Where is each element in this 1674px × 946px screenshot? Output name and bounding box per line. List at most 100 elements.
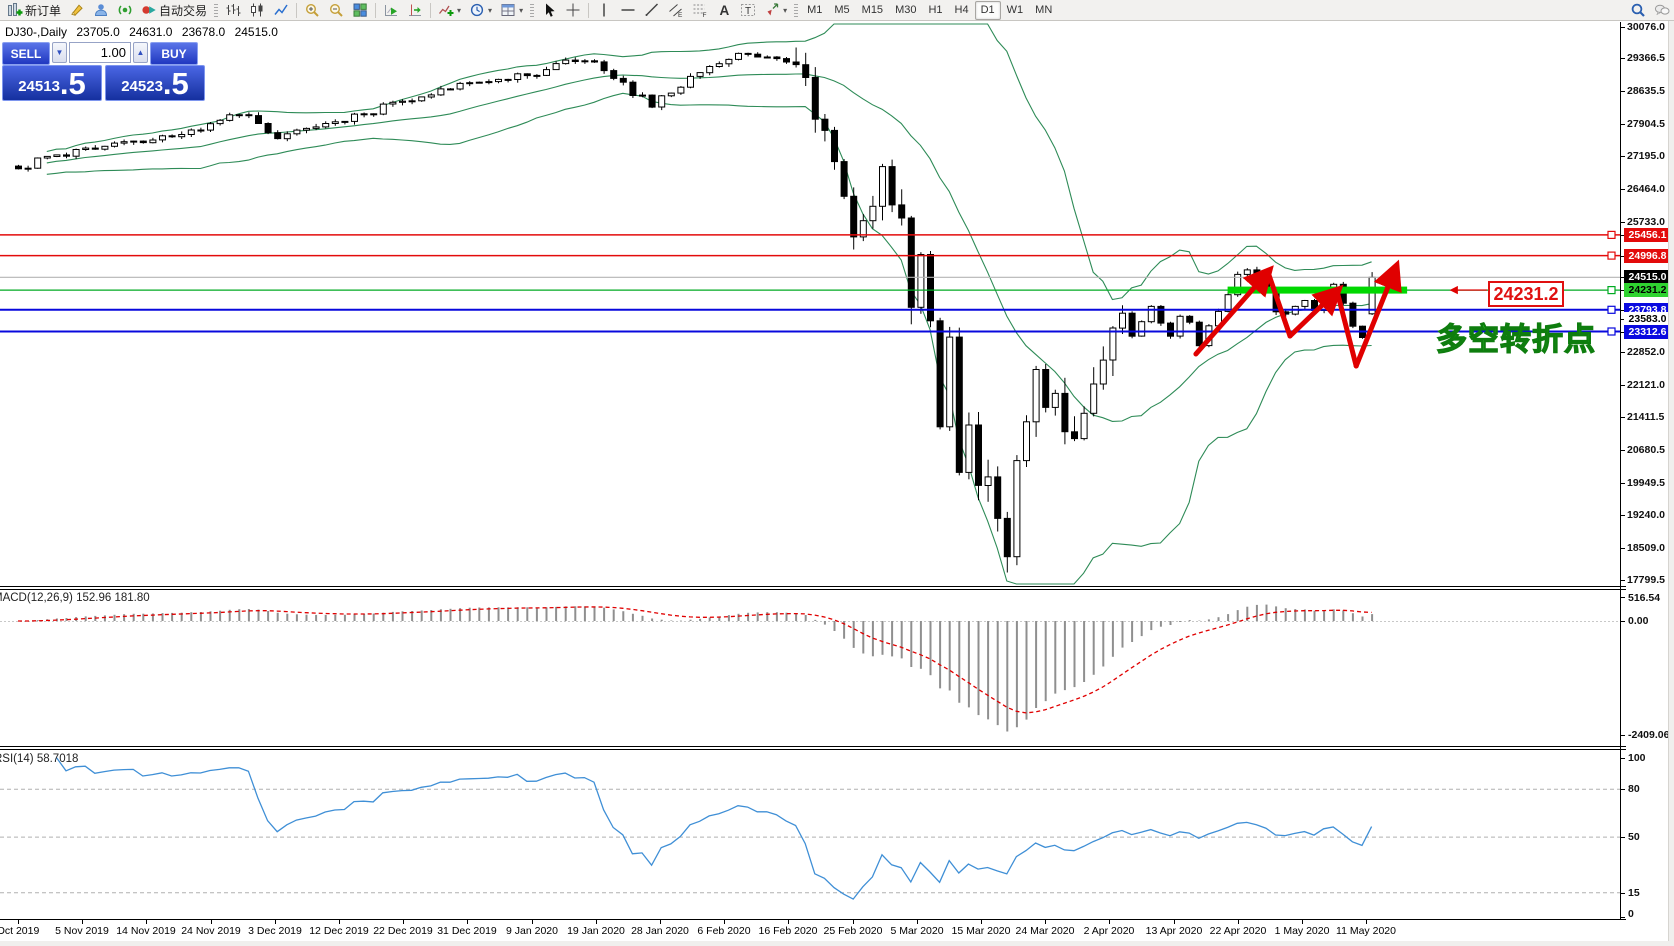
timeframe-m30-button[interactable]: M30 (895, 3, 917, 16)
arrows-button[interactable]: ▾ (760, 1, 791, 20)
price-marker: 24231.2 (1624, 283, 1671, 297)
price-marker: 24515.0 (1624, 270, 1671, 284)
svg-text:F: F (703, 12, 707, 18)
toolbar-separator (430, 2, 432, 18)
volume-input[interactable]: 1.00 (69, 42, 131, 63)
buy-button[interactable]: BUY (150, 42, 198, 65)
bar-chart-icon (226, 4, 241, 16)
crosshair-button[interactable] (561, 1, 585, 20)
trendline-icon (645, 3, 659, 17)
sell-price-main: 24513 (18, 78, 60, 95)
text-label-button[interactable]: T (736, 1, 760, 20)
indicators-button[interactable]: ▾ (434, 1, 465, 20)
volume-decrease-button[interactable]: ▼ (52, 42, 67, 63)
price-tick-label: 21411.5 (1627, 411, 1665, 423)
tile-windows-icon (353, 3, 367, 17)
candlestick-chart-icon (251, 3, 263, 17)
date-tick-label: 24 Nov 2019 (181, 925, 241, 937)
candlestick-chart-button[interactable] (245, 1, 269, 20)
volume-increase-button[interactable]: ▲ (133, 42, 148, 63)
sell-button[interactable]: SELL (2, 42, 50, 65)
zoom-out-icon (330, 3, 343, 17)
cursor-button[interactable] (537, 1, 561, 20)
fibonacci-icon: F (693, 4, 707, 18)
signals-button[interactable] (113, 1, 137, 20)
price-marker: 23583.0 (1624, 312, 1671, 326)
search-button[interactable] (1626, 1, 1650, 20)
chart-shift-button[interactable] (403, 1, 427, 20)
timeframe-w1-button[interactable]: W1 (1006, 3, 1024, 16)
macd-signal-line (18, 606, 1372, 714)
autotrading-label: 自动交易 (159, 3, 208, 18)
svg-text:E: E (678, 12, 683, 18)
vertical-line-button[interactable] (592, 1, 616, 20)
macd-axis-label: -2409.06 (1628, 729, 1670, 741)
toolbar-separator (296, 2, 298, 18)
autotrading-icon (142, 6, 156, 14)
buy-price-display[interactable]: 24523 .5 (105, 65, 205, 101)
metaeditor-button[interactable] (65, 1, 89, 20)
price-tick-label: 27195.0 (1627, 150, 1665, 162)
market-icon (95, 4, 108, 16)
toolbar-drag-handle (530, 3, 535, 17)
timeframe-m1-button[interactable]: M1 (807, 3, 823, 16)
price-tick-label: 22121.0 (1627, 379, 1665, 391)
date-tick-label: 2 Apr 2020 (1083, 925, 1135, 937)
timeframe-m15-button[interactable]: M15 (861, 3, 884, 16)
date-tick-label: 22 Dec 2019 (373, 925, 433, 937)
toolbar-drag-handle (794, 3, 799, 17)
timeframe-mn-button[interactable]: MN (1035, 3, 1053, 16)
horizontal-line-button[interactable] (616, 1, 640, 20)
macd-axis-label: 516.54 (1628, 592, 1661, 604)
metaeditor-icon (71, 4, 83, 16)
zoom-in-button[interactable] (300, 1, 324, 20)
date-tick-label: 28 Jan 2020 (631, 925, 689, 937)
turning-point-annotation: 多空转折点 (1435, 321, 1596, 357)
tile-windows-button[interactable] (348, 1, 372, 20)
chevron-down-icon: ▾ (488, 5, 493, 15)
price-tick-label: 27904.5 (1627, 118, 1665, 130)
price-tick-label: 20680.5 (1627, 444, 1665, 456)
date-tick-label: 25 Feb 2020 (823, 925, 883, 937)
price-tick-label: 17799.5 (1627, 574, 1665, 586)
timeframe-m5-button[interactable]: M5 (834, 3, 850, 16)
timeframe-h4-button[interactable]: H4 (954, 3, 969, 16)
timeframe-h1-button[interactable]: H1 (928, 3, 943, 16)
templates-button[interactable]: ▾ (496, 1, 527, 20)
sell-price-pips: .5 (59, 66, 86, 101)
indicators-icon (439, 5, 454, 16)
price-annotation-box[interactable]: 24231.2 (1488, 281, 1564, 307)
zoom-out-button[interactable] (324, 1, 348, 20)
zigzag-arrow-annotation[interactable] (1193, 259, 1487, 369)
chat-button[interactable] (1650, 1, 1674, 20)
price-tick-label: 25733.0 (1627, 216, 1665, 228)
date-tick-label: 13 Apr 2020 (1145, 925, 1203, 937)
date-tick-label: 22 Apr 2020 (1209, 925, 1267, 937)
equidistant-channel-button[interactable]: E (664, 1, 688, 20)
autotrading-button[interactable]: 自动交易 (137, 1, 211, 20)
chat-icon (1654, 4, 1670, 16)
bar-chart-button[interactable] (221, 1, 245, 20)
periods-button[interactable]: ▾ (465, 1, 496, 20)
templates-icon (501, 4, 515, 16)
price-tick-label: 26464.0 (1627, 183, 1665, 195)
crosshair-icon (566, 3, 580, 17)
line-chart-button[interactable] (269, 1, 293, 20)
market-button[interactable] (89, 1, 113, 20)
close-value: 24515.0 (234, 25, 278, 39)
price-tick-label: 18509.0 (1627, 542, 1665, 554)
price-tick-label: 19240.0 (1627, 509, 1665, 521)
sell-price-display[interactable]: 24513 .5 (2, 65, 102, 101)
trendline-button[interactable] (640, 1, 664, 20)
zoom-in-icon (306, 3, 319, 17)
text-button[interactable]: A (712, 1, 736, 20)
new-order-button[interactable]: 新订单 (3, 1, 65, 20)
date-tick-label: 6 Feb 2020 (697, 925, 751, 937)
timeframe-d1-button[interactable]: D1 (974, 0, 1001, 20)
new-order-icon (8, 3, 23, 16)
rsi-axis-label: 15 (1628, 887, 1640, 899)
fibonacci-button[interactable]: F (688, 1, 712, 20)
auto-scroll-button[interactable] (379, 1, 403, 20)
